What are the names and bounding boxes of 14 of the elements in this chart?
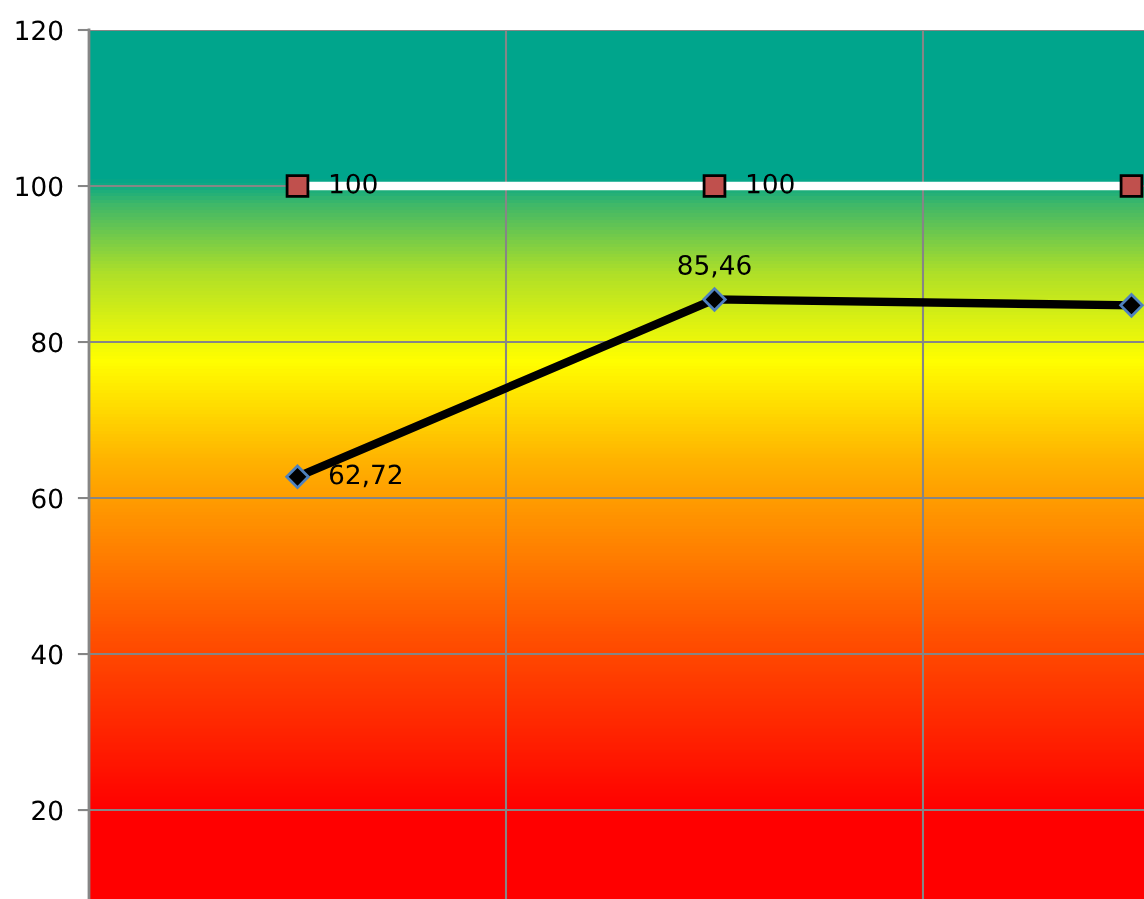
point [702,287,727,312]
y-tick-label: 60 [32,488,63,509]
point [285,174,310,198]
data-label: 62,72 [329,464,401,488]
y-tick-label: 40 [31,644,63,665]
y-tick-label: 20 [32,800,63,821]
point [285,464,310,490]
point [1119,174,1144,198]
data-label: 85,46 [678,254,751,278]
y-tick-label: 120 [16,20,63,41]
y-tick-label: 80 [32,332,63,353]
point [702,174,727,198]
point [1119,293,1144,318]
y-tick-label: 100 [16,176,63,197]
